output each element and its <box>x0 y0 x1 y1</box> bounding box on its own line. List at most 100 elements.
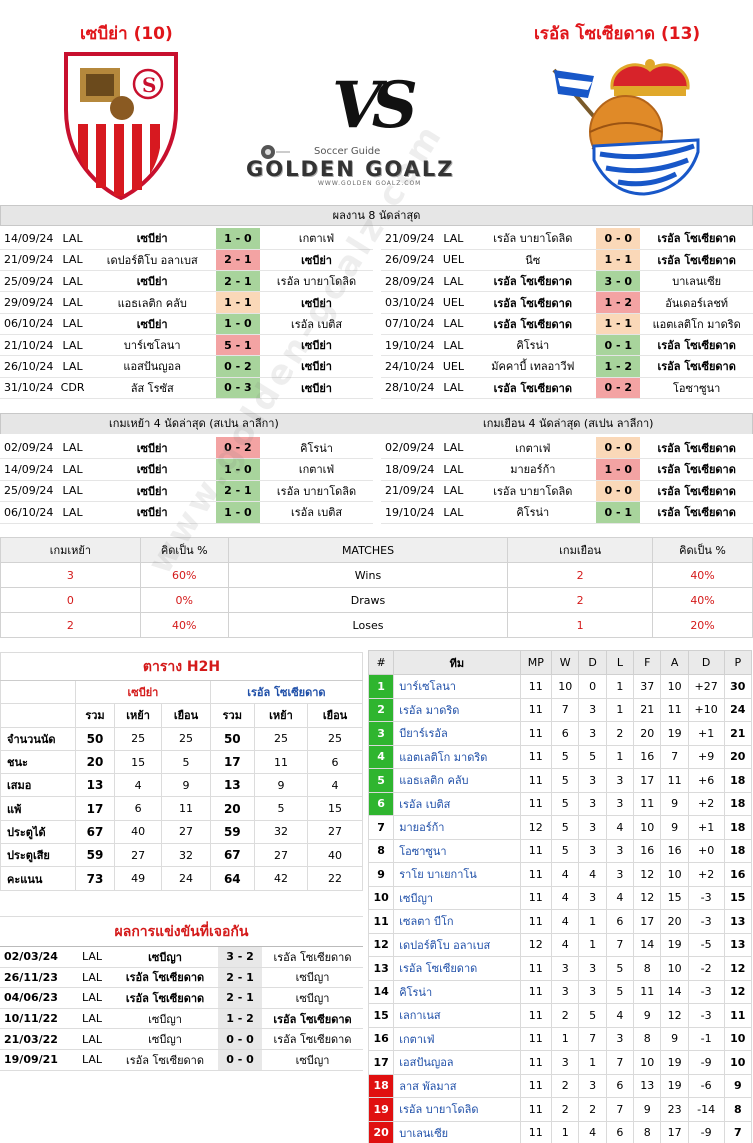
standings-d: 3 <box>578 979 607 1004</box>
match-competition: LAL <box>56 437 89 459</box>
standings-team-link[interactable]: เรอัล บายาโดลิด <box>393 1097 521 1122</box>
standings-team-link[interactable]: เดปอร์ติโบ อลาเบส <box>393 932 521 957</box>
past-score: 3 - 2 <box>218 946 262 968</box>
standings-row: 20 บาเลนเซีย 11 1 4 6 8 17 -9 7 <box>367 1120 753 1143</box>
standings-team-link[interactable]: เซบีญา <box>393 885 521 910</box>
h2h-value: 17 <box>209 749 255 775</box>
summary-table: เกมเหย้า คิดเป็น % MATCHES เกมเยือน คิดเ… <box>0 537 753 638</box>
standings-gd: +2 <box>687 862 725 887</box>
match-home-team: เซบีย่า <box>88 228 216 250</box>
match-score: 1 - 0 <box>596 458 641 481</box>
standings-header: MP <box>519 650 553 675</box>
standings-team-link[interactable]: คิโรน่า <box>393 979 521 1004</box>
match-date: 14/09/24 <box>0 228 57 250</box>
standings-points: 8 <box>723 1097 753 1122</box>
h2h-value: 4 <box>307 773 363 798</box>
match-competition: LAL <box>437 228 470 250</box>
standings-w: 5 <box>551 744 580 769</box>
past-date: 19/09/21 <box>0 1049 72 1071</box>
past-match-row: 02/03/24 LAL เซบีญา 3 - 2 เรอัล โซเซียดาด <box>0 946 363 968</box>
standings-w: 5 <box>551 838 580 863</box>
standings-team-link[interactable]: มายอร์ก้า <box>393 815 521 840</box>
h2h-value: 32 <box>253 819 309 845</box>
summary-home-count: 0 <box>0 587 141 613</box>
standings-row: 7 มายอร์ก้า 12 5 3 4 10 9 +1 18 <box>367 815 753 840</box>
standings-a: 17 <box>660 1120 689 1143</box>
standings-mp: 11 <box>519 956 553 981</box>
match-home-team: เรอัล บายาโดลิด <box>469 228 597 250</box>
h2h-column-header: รวม <box>209 703 255 728</box>
match-competition: LAL <box>56 228 89 250</box>
standings-team-link[interactable]: เกตาเฟ่ <box>393 1026 521 1051</box>
match-competition: LAL <box>56 291 89 314</box>
match-date: 03/10/24 <box>381 291 438 314</box>
match-away-team: เรอัล โซเซียดาด <box>640 228 753 250</box>
standings-points: 12 <box>723 956 753 981</box>
h2h-value: 13 <box>209 773 255 798</box>
standings-team-link[interactable]: เรอัล มาดริด <box>393 697 521 722</box>
summary-home-percent: 0% <box>139 587 229 613</box>
standings-d: 7 <box>578 1026 607 1051</box>
standings-mp: 11 <box>519 1050 553 1075</box>
standings-team-link[interactable]: โอซาซูนา <box>393 838 521 863</box>
standings-f: 8 <box>633 956 662 981</box>
past-match-row: 04/06/23 LAL เรอัล โซเซียดาด 2 - 1 เซบีญา <box>0 987 363 1009</box>
standings-mp: 11 <box>519 674 553 699</box>
standings-team-link[interactable]: เรอัล โซเซียดาด <box>393 956 521 981</box>
standings-mp: 11 <box>519 768 553 793</box>
standings-d: 3 <box>578 885 607 910</box>
match-score: 0 - 0 <box>596 437 641 459</box>
h2h-value: 13 <box>75 773 115 798</box>
past-competition: LAL <box>72 1008 112 1030</box>
standings-team-link[interactable]: บาเลนเซีย <box>393 1120 521 1143</box>
summary-away-percent: 40% <box>652 562 753 588</box>
standings-team-link[interactable]: ราโย บาเยกาโน <box>393 862 521 887</box>
standings-team-link[interactable]: บียาร์เรอัล <box>393 721 521 746</box>
standings-l: 6 <box>605 1073 635 1098</box>
match-away-team: เซบีย่า <box>260 355 373 378</box>
past-competition: LAL <box>72 987 112 1009</box>
standings-gd: +1 <box>687 721 725 746</box>
standings-team-link[interactable]: แอตเลติโก มาดริด <box>393 744 521 769</box>
standings-team-link[interactable]: เรอัล เบติส <box>393 791 521 816</box>
standings-f: 8 <box>633 1120 662 1143</box>
match-score: 1 - 1 <box>215 291 261 314</box>
last8-home-table: 14/09/24 LAL เซบีย่า 1 - 0 เกตาเฟ่ 21/09/24 LA… <box>0 228 373 399</box>
past-score: 1 - 2 <box>218 1008 262 1030</box>
standings-team-link[interactable]: เซลตา บีโก <box>393 909 521 934</box>
summary-label: Draws <box>227 587 509 613</box>
match-date: 21/09/24 <box>381 480 438 502</box>
match-away-team: เรอัล โซเซียดาด <box>640 458 753 481</box>
standings-team-link[interactable]: บาร์เซโลนา <box>393 674 521 699</box>
standings-gd: +6 <box>687 768 725 793</box>
match-date: 19/10/24 <box>381 334 438 357</box>
standings-f: 37 <box>633 674 662 699</box>
standings-mp: 11 <box>519 721 553 746</box>
standings-team-link[interactable]: แอธเลติก คลับ <box>393 768 521 793</box>
match-competition: LAL <box>437 437 470 459</box>
match-score: 0 - 2 <box>215 437 261 459</box>
standings-team-link[interactable]: เอสปันญอล <box>393 1050 521 1075</box>
h2h-value: 25 <box>307 726 363 751</box>
standings-gd: +27 <box>687 674 725 699</box>
standings-w: 1 <box>551 1120 580 1143</box>
last4-away-title: เกมเยือน 4 นัดล่าสุด (สเปน ลาลีกา) <box>483 417 654 430</box>
match-away-team: แอตเลติโก มาดริด <box>640 313 753 335</box>
standings-rank: 8 <box>367 838 395 863</box>
standings-l: 3 <box>605 862 635 887</box>
match-score: 1 - 1 <box>596 313 641 335</box>
standings-d: 1 <box>578 909 607 934</box>
standings-team-link[interactable]: ลาส พัลมาส <box>393 1073 521 1098</box>
h2h-table: ตาราง H2H เซบีย่า เรอัล โซเซียดาด รวม เหย… <box>0 652 364 891</box>
standings-header: W <box>551 650 580 675</box>
match-away-team: เรอัล โซเซียดาด <box>640 334 753 357</box>
summary-away-count: 2 <box>507 562 654 588</box>
match-away-team: เซบีย่า <box>260 291 373 314</box>
standings-header: A <box>660 650 689 675</box>
match-away-team: เกตาเฟ่ <box>260 458 373 481</box>
summary-header: คิดเป็น % <box>139 537 229 563</box>
match-away-team: เรอัล โซเซียดาด <box>640 437 753 459</box>
standings-gd: -6 <box>687 1073 725 1098</box>
standings-l: 4 <box>605 885 635 910</box>
standings-team-link[interactable]: เลกาเนส <box>393 1003 521 1028</box>
